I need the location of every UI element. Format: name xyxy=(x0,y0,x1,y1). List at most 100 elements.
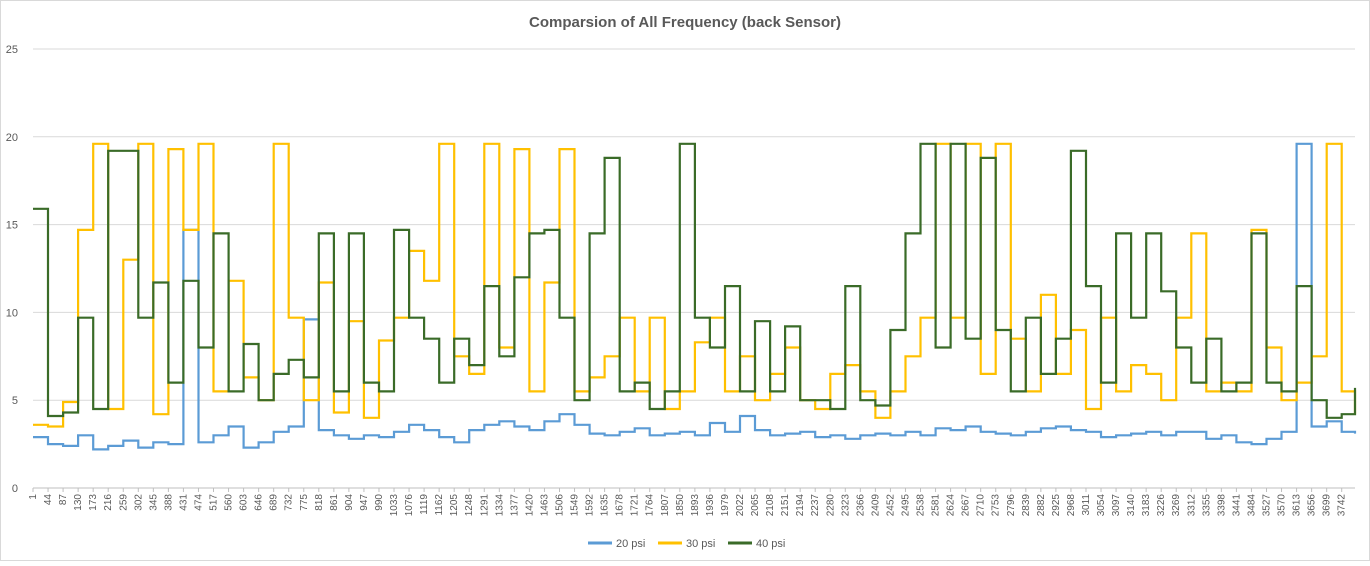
x-tick-label: 1420 xyxy=(524,494,535,517)
x-tick-label: 3140 xyxy=(1126,494,1137,517)
x-tick-label: 732 xyxy=(284,494,295,511)
x-tick-label: 2065 xyxy=(750,494,761,517)
x-tick-label: 2022 xyxy=(735,494,746,517)
x-tick-label: 1936 xyxy=(705,494,716,517)
x-tick-label: 1119 xyxy=(419,494,430,515)
x-tick-label: 2366 xyxy=(855,494,866,517)
x-tick-label: 302 xyxy=(133,494,144,511)
x-tick-label: 2151 xyxy=(780,494,791,517)
x-tick-label: 947 xyxy=(359,494,370,511)
x-tick-label: 2280 xyxy=(825,494,836,517)
x-tick-label: 1506 xyxy=(554,494,565,517)
x-tick-label: 1764 xyxy=(645,494,656,517)
x-tick-label: 87 xyxy=(58,494,69,506)
y-tick-label: 15 xyxy=(6,220,18,232)
x-tick-label: 517 xyxy=(209,494,220,511)
x-tick-label: 603 xyxy=(239,494,250,511)
x-tick-label: 646 xyxy=(254,494,265,511)
x-tick-label: 173 xyxy=(88,494,99,511)
x-tick-label: 2409 xyxy=(870,494,881,517)
x-tick-label: 44 xyxy=(43,494,54,506)
x-tick-label: 3269 xyxy=(1171,494,1182,517)
x-tick-label: 3097 xyxy=(1111,494,1122,517)
x-tick-label: 1291 xyxy=(479,494,490,517)
x-tick-label: 1721 xyxy=(630,494,641,517)
x-tick-label: 3656 xyxy=(1307,494,1318,517)
legend-label: 20 psi xyxy=(616,538,645,550)
x-tick-label: 1 xyxy=(28,494,39,500)
x-tick-label: 431 xyxy=(178,494,189,511)
x-tick-label: 2753 xyxy=(991,494,1002,517)
x-tick-label: 3226 xyxy=(1156,494,1167,517)
x-tick-label: 3699 xyxy=(1322,494,1333,517)
x-tick-label: 345 xyxy=(148,494,159,511)
x-tick-label: 990 xyxy=(374,494,385,511)
y-tick-label: 20 xyxy=(6,132,18,144)
x-tick-label: 3312 xyxy=(1186,494,1197,517)
x-tick-label: 1592 xyxy=(585,494,596,517)
legend-label: 40 psi xyxy=(756,538,785,550)
x-tick-label: 2452 xyxy=(885,494,896,517)
x-tick-label: 1979 xyxy=(720,494,731,517)
x-tick-label: 130 xyxy=(73,494,84,511)
x-tick-label: 1807 xyxy=(660,494,671,517)
x-tick-label: 3742 xyxy=(1337,494,1348,517)
x-tick-label: 3613 xyxy=(1292,494,1303,517)
x-tick-label: 3183 xyxy=(1141,494,1152,517)
x-tick-label: 1033 xyxy=(389,494,400,517)
x-tick-label: 2710 xyxy=(976,494,987,517)
x-tick-label: 2667 xyxy=(961,494,972,517)
x-tick-label: 2925 xyxy=(1051,494,1062,517)
x-tick-label: 3570 xyxy=(1277,494,1288,517)
x-tick-label: 1549 xyxy=(570,494,581,517)
x-tick-label: 2194 xyxy=(795,494,806,517)
chart-title: Comparsion of All Frequency (back Sensor… xyxy=(529,14,841,31)
x-tick-label: 2323 xyxy=(840,494,851,517)
x-tick-label: 1205 xyxy=(449,494,460,517)
legend-label: 30 psi xyxy=(686,538,715,550)
x-tick-label: 689 xyxy=(269,494,280,511)
x-tick-label: 1678 xyxy=(615,494,626,517)
x-tick-label: 1377 xyxy=(509,494,520,517)
x-tick-label: 3054 xyxy=(1096,494,1107,517)
legend: 20 psi 30 psi 40 psi xyxy=(588,538,785,550)
y-tick-label: 5 xyxy=(12,395,18,407)
x-tick-label: 861 xyxy=(329,494,340,511)
x-tick-label: 3527 xyxy=(1261,494,1272,517)
x-tick-label: 259 xyxy=(118,494,129,511)
x-tick-label: 2624 xyxy=(946,494,957,517)
x-tick-label: 2968 xyxy=(1066,494,1077,517)
x-tick-label: 2581 xyxy=(931,494,942,517)
x-tick-label: 904 xyxy=(344,494,355,511)
x-tick-label: 3398 xyxy=(1216,494,1227,517)
x-tick-label: 3484 xyxy=(1246,494,1257,517)
x-tick-label: 2882 xyxy=(1036,494,1047,517)
x-tick-label: 1635 xyxy=(600,494,611,517)
x-tick-label: 2839 xyxy=(1021,494,1032,517)
x-tick-label: 1463 xyxy=(539,494,550,517)
x-tick-label: 818 xyxy=(314,494,325,511)
x-tick-label: 2108 xyxy=(765,494,776,517)
x-tick-label: 3441 xyxy=(1231,494,1242,517)
x-tick-label: 2495 xyxy=(900,494,911,517)
x-tick-label: 2796 xyxy=(1006,494,1017,517)
x-tick-label: 388 xyxy=(163,494,174,511)
x-tick-label: 216 xyxy=(103,494,114,511)
x-tick-label: 560 xyxy=(224,494,235,511)
x-tick-label: 3355 xyxy=(1201,494,1212,517)
x-tick-label: 1334 xyxy=(494,494,505,517)
x-tick-label: 1850 xyxy=(675,494,686,517)
x-tick-label: 2538 xyxy=(916,494,927,517)
x-tick-label: 474 xyxy=(193,494,204,511)
x-tick-label: 1893 xyxy=(690,494,701,517)
x-tick-label: 1076 xyxy=(404,494,415,517)
y-tick-label: 0 xyxy=(12,483,18,495)
x-tick-label: 3011 xyxy=(1081,494,1092,516)
x-tick-label: 2237 xyxy=(810,494,821,517)
y-tick-label: 10 xyxy=(6,307,18,319)
x-tick-label: 775 xyxy=(299,494,310,511)
y-tick-label: 25 xyxy=(6,44,18,56)
